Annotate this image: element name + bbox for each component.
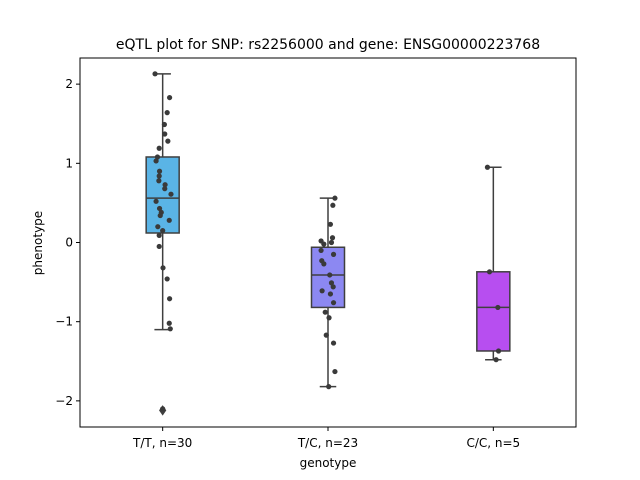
data-point xyxy=(160,406,166,412)
data-point xyxy=(161,121,167,128)
data-point xyxy=(157,212,163,219)
data-point xyxy=(321,241,327,247)
data-point xyxy=(330,251,337,257)
y-axis-label: phenotype xyxy=(31,211,45,275)
data-point xyxy=(156,178,162,184)
y-tick-label: 2 xyxy=(65,77,73,91)
data-point xyxy=(327,291,334,297)
x-axis-label: genotype xyxy=(300,456,357,470)
data-point xyxy=(330,284,336,290)
data-point xyxy=(327,221,334,227)
data-point xyxy=(322,309,328,315)
data-point xyxy=(166,320,172,326)
data-point xyxy=(495,304,501,311)
data-point xyxy=(153,198,159,204)
data-point xyxy=(328,280,335,286)
data-point xyxy=(156,205,163,212)
y-tick-label: 1 xyxy=(65,156,73,170)
data-point xyxy=(164,110,170,116)
data-point xyxy=(162,186,168,192)
data-point xyxy=(166,296,173,302)
data-point xyxy=(326,315,332,321)
data-point xyxy=(156,145,162,151)
data-point xyxy=(164,276,170,282)
data-point xyxy=(330,202,336,208)
data-point xyxy=(486,269,493,275)
data-point xyxy=(160,228,166,234)
data-point xyxy=(152,71,158,77)
y-tick-label: −1 xyxy=(55,315,73,329)
data-point xyxy=(155,224,161,230)
data-point xyxy=(162,131,168,137)
data-point xyxy=(156,173,162,179)
data-point xyxy=(328,239,335,246)
data-point xyxy=(493,357,499,363)
data-point xyxy=(332,195,338,201)
data-point xyxy=(156,243,162,250)
chart-title: eQTL plot for SNP: rs2256000 and gene: E… xyxy=(116,37,540,53)
data-point xyxy=(327,272,333,278)
box-iqr xyxy=(310,246,346,309)
data-point xyxy=(484,164,491,170)
data-point xyxy=(156,232,162,238)
data-point xyxy=(160,265,166,271)
data-point xyxy=(154,154,161,160)
data-point xyxy=(162,182,168,188)
y-tick-label: 0 xyxy=(65,236,73,250)
data-point xyxy=(166,217,172,223)
data-point xyxy=(318,247,324,254)
box-iqr xyxy=(145,156,180,234)
data-point xyxy=(332,368,338,375)
data-point xyxy=(319,288,325,294)
x-tick-label: C/C, n=5 xyxy=(466,436,520,450)
data-point xyxy=(495,348,502,354)
plot-area: −2 −1 0 1 2 T/T, n=30 T/C, n=23 C/C, n=5 xyxy=(55,57,577,450)
y-tick-label: −2 xyxy=(55,394,73,408)
x-tick-label: T/C, n=23 xyxy=(297,436,358,450)
data-point xyxy=(165,138,171,144)
data-point xyxy=(153,158,159,164)
data-point xyxy=(323,332,329,338)
box-iqr xyxy=(476,271,511,352)
data-point xyxy=(166,94,173,101)
data-point xyxy=(321,261,327,267)
data-point xyxy=(329,235,336,241)
x-tick-label: T/T, n=30 xyxy=(132,436,192,450)
data-point xyxy=(326,384,332,390)
data-point xyxy=(156,168,163,174)
data-point xyxy=(168,191,174,197)
data-point xyxy=(167,326,173,332)
data-point xyxy=(330,300,337,306)
data-point xyxy=(330,340,337,346)
